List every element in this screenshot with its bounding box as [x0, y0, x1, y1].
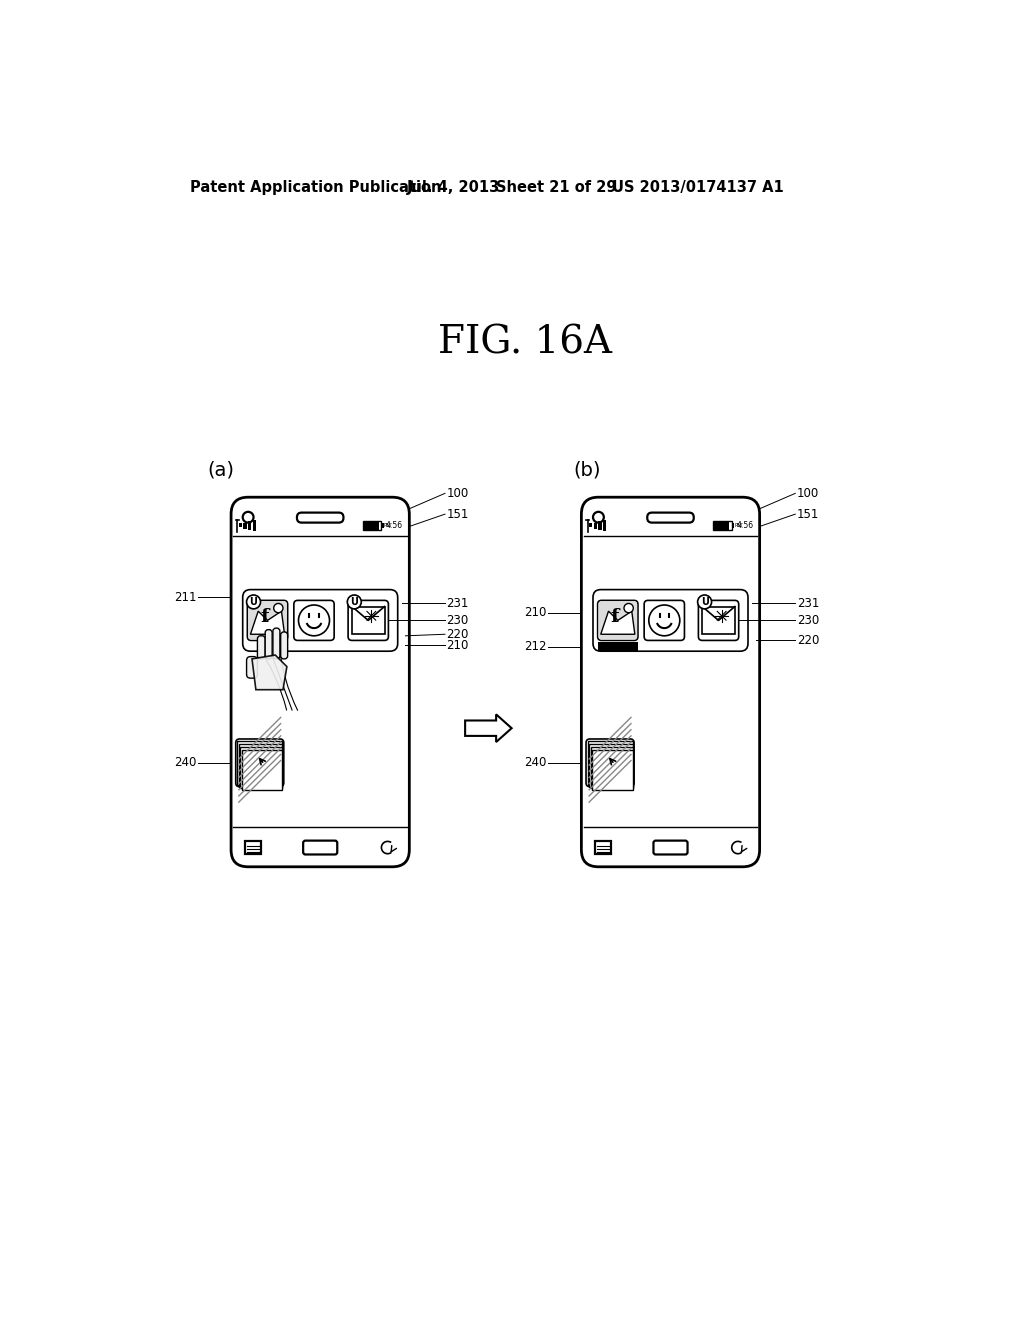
Text: U: U: [700, 597, 709, 607]
FancyBboxPatch shape: [586, 739, 634, 787]
Text: 151: 151: [446, 508, 469, 520]
Text: f: f: [610, 609, 618, 626]
Text: f: f: [260, 609, 268, 626]
Text: 151: 151: [797, 508, 819, 520]
FancyBboxPatch shape: [248, 601, 287, 640]
Text: 211: 211: [174, 591, 197, 603]
Circle shape: [624, 603, 633, 612]
Text: 210: 210: [446, 639, 469, 652]
Bar: [241, 747, 283, 788]
Circle shape: [299, 605, 330, 636]
Bar: [238, 741, 283, 785]
Text: (b): (b): [573, 461, 601, 479]
FancyBboxPatch shape: [257, 636, 265, 659]
FancyBboxPatch shape: [593, 590, 748, 651]
Text: PM: PM: [384, 523, 391, 528]
Text: 240: 240: [174, 756, 197, 770]
Bar: [714, 521, 729, 529]
FancyBboxPatch shape: [247, 656, 257, 678]
FancyBboxPatch shape: [265, 630, 272, 659]
Text: 220: 220: [797, 634, 819, 647]
Text: 230: 230: [446, 614, 469, 627]
Bar: [364, 521, 379, 529]
Text: US 2013/0174137 A1: US 2013/0174137 A1: [612, 180, 784, 195]
FancyBboxPatch shape: [248, 601, 288, 640]
FancyBboxPatch shape: [352, 607, 385, 635]
Bar: [598, 642, 638, 651]
Bar: [239, 523, 242, 527]
Bar: [595, 841, 611, 854]
Bar: [589, 743, 633, 787]
Text: Patent Application Publication: Patent Application Publication: [190, 180, 441, 195]
Text: PM: PM: [734, 523, 742, 528]
Bar: [242, 750, 283, 789]
Circle shape: [273, 603, 283, 612]
FancyBboxPatch shape: [243, 590, 397, 651]
FancyBboxPatch shape: [698, 601, 738, 640]
Text: 240: 240: [524, 756, 547, 770]
Bar: [588, 741, 633, 785]
FancyBboxPatch shape: [644, 601, 684, 640]
FancyBboxPatch shape: [647, 512, 693, 523]
Circle shape: [247, 595, 260, 609]
Bar: [732, 523, 734, 528]
Text: 4:56: 4:56: [736, 521, 754, 531]
Circle shape: [697, 595, 712, 609]
Bar: [253, 520, 256, 531]
Bar: [713, 521, 732, 531]
Bar: [598, 521, 601, 529]
Bar: [239, 743, 283, 787]
Bar: [603, 520, 606, 531]
FancyBboxPatch shape: [598, 601, 638, 640]
Bar: [362, 521, 381, 531]
FancyBboxPatch shape: [582, 498, 760, 867]
Polygon shape: [252, 655, 287, 689]
Bar: [244, 523, 247, 529]
FancyBboxPatch shape: [702, 607, 735, 635]
Circle shape: [593, 512, 604, 523]
Polygon shape: [251, 611, 285, 635]
Text: 231: 231: [797, 597, 819, 610]
Text: 231: 231: [446, 597, 469, 610]
Text: Jul. 4, 2013: Jul. 4, 2013: [407, 180, 501, 195]
Text: 212: 212: [524, 640, 547, 653]
Text: 4:56: 4:56: [386, 521, 403, 531]
Bar: [592, 750, 633, 789]
Text: Sheet 21 of 29: Sheet 21 of 29: [496, 180, 616, 195]
Text: 230: 230: [797, 614, 819, 627]
FancyBboxPatch shape: [348, 601, 388, 640]
Polygon shape: [465, 714, 512, 742]
Text: U: U: [350, 597, 358, 607]
Circle shape: [347, 595, 361, 609]
Bar: [594, 523, 597, 529]
FancyBboxPatch shape: [273, 628, 280, 659]
Bar: [591, 747, 633, 788]
Circle shape: [243, 512, 254, 523]
Bar: [245, 841, 260, 854]
Circle shape: [649, 605, 680, 636]
FancyBboxPatch shape: [303, 841, 337, 854]
Text: 100: 100: [797, 487, 819, 500]
FancyBboxPatch shape: [598, 601, 637, 640]
FancyBboxPatch shape: [236, 739, 284, 787]
FancyBboxPatch shape: [231, 498, 410, 867]
Text: U: U: [250, 597, 257, 607]
Text: 220: 220: [446, 628, 469, 640]
Bar: [381, 523, 384, 528]
Polygon shape: [601, 611, 635, 635]
Text: 210: 210: [524, 606, 547, 619]
Text: (a): (a): [208, 461, 234, 479]
Bar: [589, 523, 592, 527]
Bar: [248, 521, 251, 529]
FancyBboxPatch shape: [297, 512, 343, 523]
FancyBboxPatch shape: [294, 601, 334, 640]
FancyBboxPatch shape: [281, 632, 288, 659]
FancyBboxPatch shape: [653, 841, 687, 854]
Text: FIG. 16A: FIG. 16A: [438, 325, 611, 362]
Text: 100: 100: [446, 487, 469, 500]
